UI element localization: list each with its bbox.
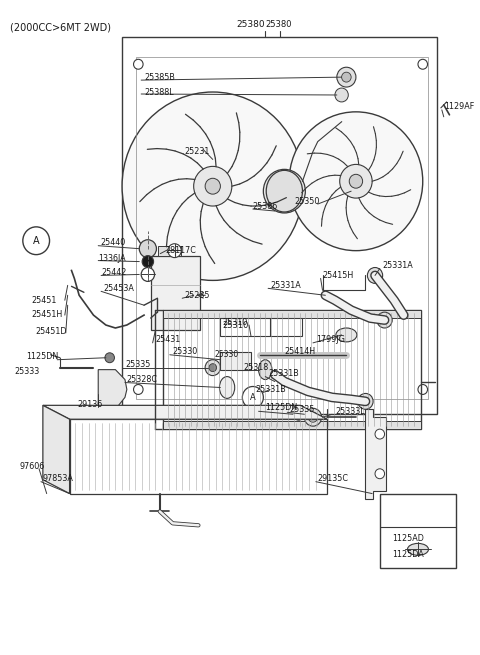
Text: 25388L: 25388L: [144, 88, 174, 96]
Circle shape: [264, 170, 305, 213]
Bar: [158, 246, 170, 255]
Circle shape: [139, 240, 156, 257]
Text: 25453A: 25453A: [103, 284, 134, 293]
Circle shape: [418, 384, 428, 394]
Circle shape: [242, 386, 264, 408]
Circle shape: [377, 312, 392, 328]
Text: 28117C: 28117C: [165, 246, 196, 255]
Circle shape: [367, 267, 383, 284]
Circle shape: [141, 267, 155, 282]
Text: 29135C: 29135C: [318, 474, 349, 483]
Text: A: A: [33, 236, 39, 246]
Text: A: A: [250, 393, 256, 402]
Text: 25451H: 25451H: [31, 310, 63, 318]
Text: 25333L: 25333L: [335, 407, 364, 416]
Ellipse shape: [259, 360, 272, 379]
Text: 97606: 97606: [20, 462, 45, 472]
Text: 25451: 25451: [31, 296, 57, 305]
Text: 25235: 25235: [184, 291, 210, 300]
Text: 25335: 25335: [289, 405, 314, 414]
Circle shape: [168, 244, 181, 257]
Text: 25380: 25380: [237, 20, 265, 29]
Ellipse shape: [408, 544, 429, 555]
Text: 25331A: 25331A: [270, 281, 301, 290]
Bar: [163, 310, 421, 429]
Text: 29136: 29136: [77, 400, 102, 409]
Text: 25310: 25310: [222, 320, 249, 329]
Text: 25330: 25330: [173, 347, 198, 356]
Text: 25350: 25350: [294, 196, 319, 206]
Circle shape: [273, 179, 296, 203]
Circle shape: [342, 72, 351, 82]
Text: 1129AF: 1129AF: [444, 102, 474, 111]
Text: 25328C: 25328C: [127, 375, 158, 384]
Ellipse shape: [266, 170, 302, 212]
Bar: [170, 246, 181, 255]
Circle shape: [335, 88, 348, 102]
Text: 25414H: 25414H: [284, 347, 315, 356]
Circle shape: [142, 255, 154, 267]
Bar: [380, 494, 456, 568]
Ellipse shape: [219, 377, 235, 398]
Text: 25380: 25380: [265, 20, 292, 29]
Circle shape: [289, 112, 423, 251]
Text: 25331A: 25331A: [383, 261, 413, 270]
Text: 25318: 25318: [243, 363, 268, 372]
Text: 25431: 25431: [156, 335, 181, 345]
Circle shape: [205, 360, 220, 375]
Bar: [163, 310, 421, 318]
Text: 25415H: 25415H: [323, 271, 354, 280]
Bar: [163, 421, 421, 429]
Circle shape: [349, 174, 362, 188]
Text: 25330: 25330: [215, 350, 239, 359]
Bar: [151, 255, 200, 330]
Circle shape: [105, 353, 114, 363]
Text: 25331B: 25331B: [256, 385, 287, 394]
Circle shape: [193, 166, 232, 206]
Bar: [122, 37, 437, 414]
Bar: [136, 57, 428, 400]
Text: 25386: 25386: [253, 202, 278, 210]
Circle shape: [209, 364, 216, 371]
Text: 1125AD: 1125AD: [392, 534, 424, 543]
Circle shape: [340, 164, 372, 198]
Circle shape: [375, 429, 384, 439]
Text: (2000CC>6MT 2WD): (2000CC>6MT 2WD): [11, 22, 111, 33]
Polygon shape: [98, 369, 127, 409]
Circle shape: [304, 408, 322, 426]
Circle shape: [418, 60, 428, 69]
Circle shape: [205, 178, 220, 194]
Text: 25442: 25442: [101, 268, 126, 277]
Text: 97853A: 97853A: [43, 474, 74, 483]
Circle shape: [23, 227, 49, 255]
Polygon shape: [43, 405, 70, 494]
Circle shape: [337, 67, 356, 87]
Text: 25231: 25231: [184, 147, 209, 156]
Text: 25440: 25440: [100, 238, 125, 247]
Text: 25385B: 25385B: [144, 73, 175, 82]
Circle shape: [308, 412, 318, 422]
Text: 1125DN: 1125DN: [26, 352, 59, 362]
Circle shape: [375, 469, 384, 479]
Circle shape: [133, 384, 143, 394]
Bar: [220, 318, 301, 336]
Text: 25451D: 25451D: [35, 328, 67, 337]
Polygon shape: [365, 409, 386, 498]
Text: 1336JA: 1336JA: [98, 254, 126, 263]
Text: 1125DA: 1125DA: [392, 550, 424, 559]
Circle shape: [133, 60, 143, 69]
Polygon shape: [43, 405, 327, 419]
Text: 25335: 25335: [125, 360, 150, 369]
Circle shape: [358, 394, 373, 409]
Text: 25333: 25333: [14, 367, 39, 376]
Text: 1125DN: 1125DN: [265, 403, 298, 412]
Text: 25331B: 25331B: [268, 369, 299, 378]
Ellipse shape: [336, 328, 357, 342]
Text: 1799JG: 1799JG: [316, 335, 345, 345]
Circle shape: [122, 92, 303, 280]
Circle shape: [293, 408, 304, 421]
Bar: [220, 352, 251, 369]
Text: 25310: 25310: [222, 318, 248, 327]
